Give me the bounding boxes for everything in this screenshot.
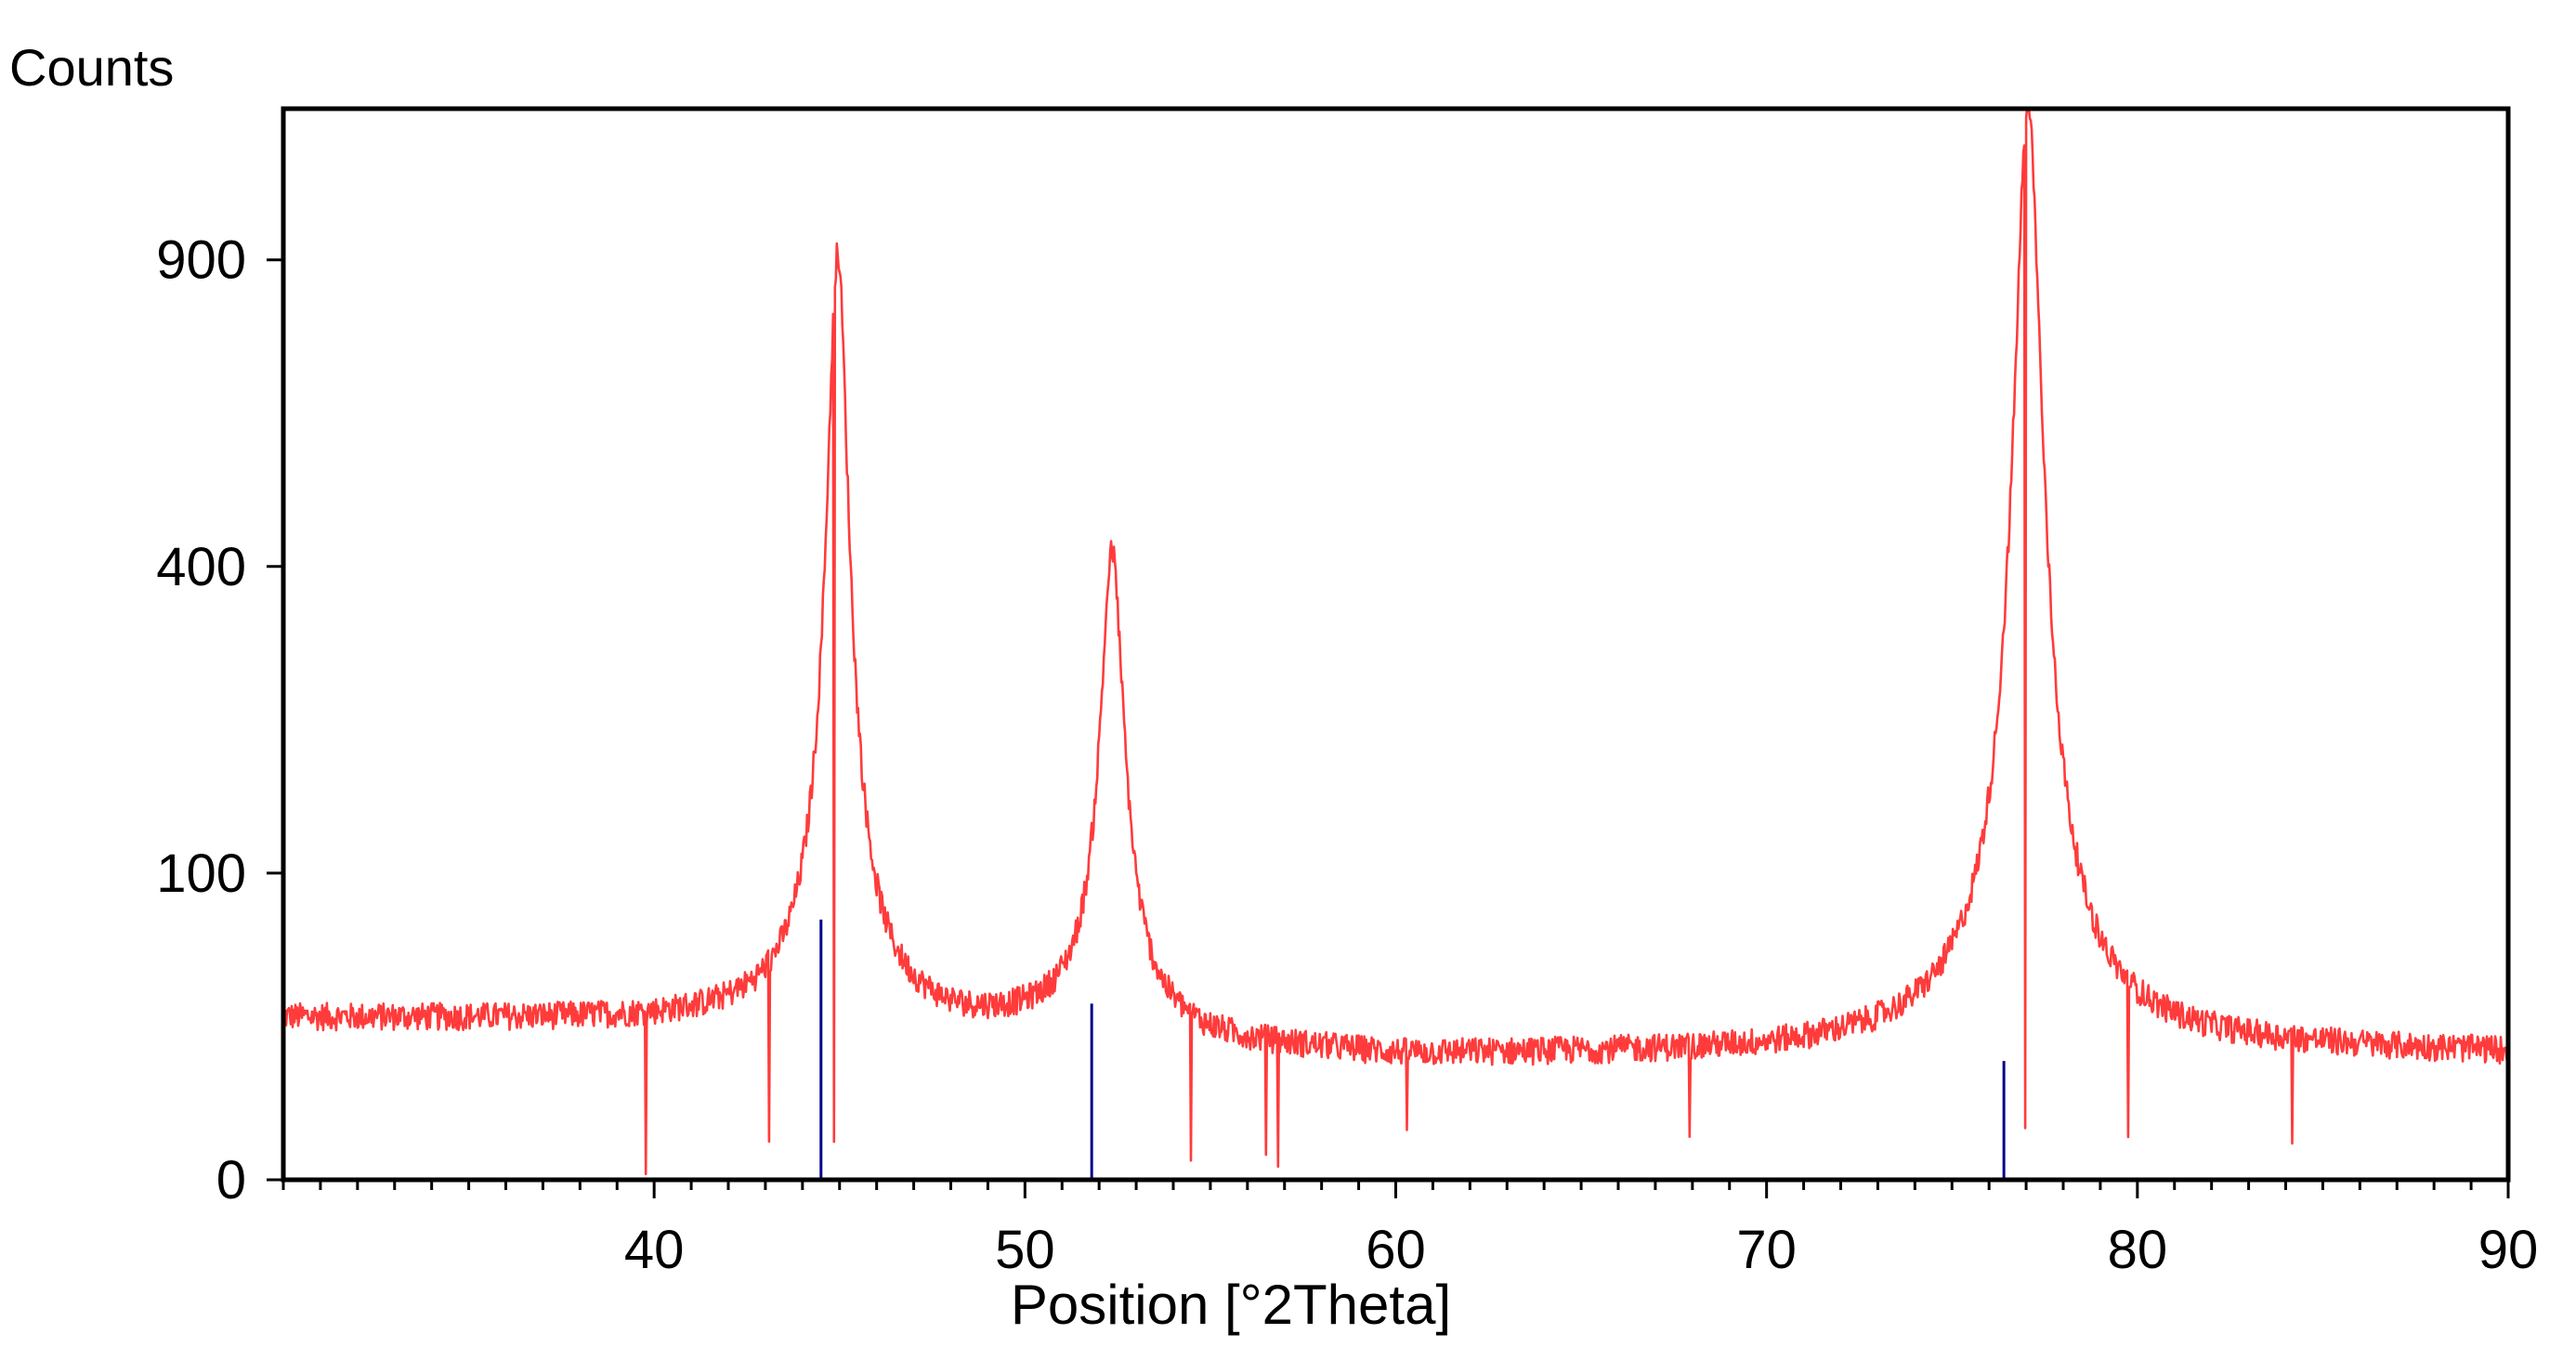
reference-lines bbox=[819, 919, 2006, 1180]
x-tick-label: 60 bbox=[1366, 1220, 1426, 1280]
y-tick-label: 400 bbox=[156, 537, 246, 597]
plot-area bbox=[282, 107, 2510, 1175]
x-axis-title: Position [°2Theta] bbox=[1011, 1274, 1451, 1336]
y-axis-title: Counts bbox=[9, 38, 174, 97]
x-tick-label: 40 bbox=[624, 1220, 685, 1280]
y-tick-label: 0 bbox=[216, 1150, 246, 1210]
x-tick-label: 70 bbox=[1736, 1220, 1797, 1280]
y-tick-label: 100 bbox=[156, 844, 246, 904]
diffraction-pattern bbox=[282, 107, 2510, 1175]
y-tick-label: 900 bbox=[156, 230, 246, 291]
x-tick-label: 50 bbox=[995, 1220, 1055, 1280]
x-tick-label: 90 bbox=[2478, 1220, 2539, 1280]
x-tick-label: 80 bbox=[2108, 1220, 2168, 1280]
